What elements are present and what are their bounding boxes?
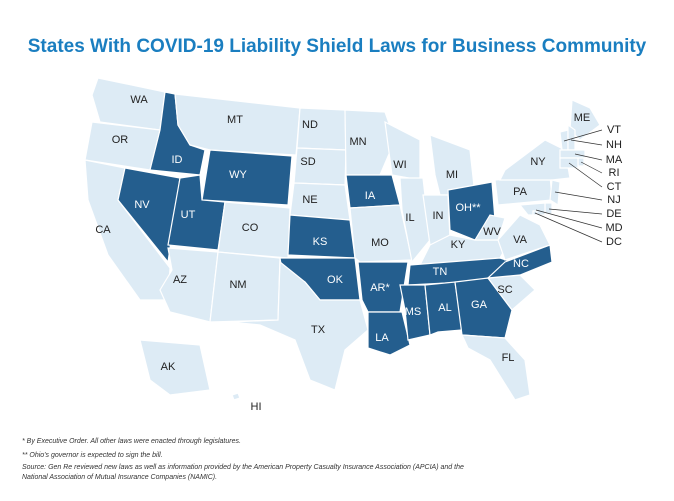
state-label: NV: [134, 199, 150, 211]
state-label: MA: [606, 154, 623, 166]
state-label: NY: [530, 156, 546, 168]
state-label: AL: [438, 302, 451, 314]
state-label: AZ: [173, 274, 187, 286]
state-label: WA: [130, 94, 148, 106]
state-label: ND: [302, 119, 318, 131]
leader-line: [548, 208, 603, 215]
state-label: CA: [95, 224, 111, 236]
source-note: National Association of Mutual Insurance…: [22, 474, 217, 481]
state-shape: [229, 260, 369, 391]
state-label: ME: [574, 112, 591, 124]
state-label: KS: [313, 236, 328, 248]
source-note: Source: Gen Re reviewed new laws as well…: [22, 464, 464, 471]
state-label: LA: [375, 332, 389, 344]
state-label: IA: [365, 190, 376, 202]
state-label: VT: [607, 124, 621, 136]
leader-line: [554, 191, 603, 201]
state-shape: [139, 339, 211, 396]
state-label: NM: [229, 279, 246, 291]
state-label: WI: [393, 159, 406, 171]
state-label: SD: [300, 156, 315, 168]
state-shape: [231, 392, 241, 401]
state-label: MS: [405, 306, 422, 318]
map-title: States With COVID-19 Liability Shield La…: [28, 36, 647, 57]
state-label: SC: [497, 284, 512, 296]
leader-line: [574, 153, 603, 161]
state-label: AK: [161, 361, 176, 373]
state-shape: [349, 204, 413, 263]
leader-line: [570, 139, 603, 146]
state-label: ID: [172, 154, 183, 166]
leader-line: [580, 161, 603, 174]
state-shape: [499, 139, 571, 181]
state-shape: [518, 202, 546, 216]
state-label: CO: [242, 222, 259, 234]
state-label: CT: [607, 181, 622, 193]
state-label: WY: [229, 169, 247, 181]
state-shape: [544, 202, 553, 215]
leader-line: [563, 129, 603, 142]
state-label: MN: [349, 136, 366, 148]
state-label: IN: [433, 210, 444, 222]
footnote: ** Ohio's governor is expected to sign t…: [22, 452, 163, 459]
state-label: UT: [181, 209, 196, 221]
state-label: MO: [371, 237, 389, 249]
state-label: MI: [446, 169, 458, 181]
state-label: PA: [513, 186, 528, 198]
state-label: MT: [227, 114, 243, 126]
state-shape: [567, 123, 576, 151]
state-label: OH**: [455, 202, 481, 214]
state-label: HI: [251, 401, 262, 413]
state-shape: [91, 77, 166, 131]
leader-line: [568, 162, 603, 188]
state-label: GA: [471, 299, 488, 311]
state-shape: [201, 149, 293, 206]
state-label: OK: [327, 274, 344, 286]
state-shape: [473, 214, 506, 241]
state-shape: [117, 167, 181, 264]
state-shape: [367, 311, 411, 356]
state-shape: [399, 177, 431, 264]
state-shape: [454, 277, 513, 339]
state-label: NJ: [607, 194, 620, 206]
leader-line: [535, 209, 603, 229]
state-label: OR: [112, 134, 129, 146]
state-label: VA: [513, 234, 528, 246]
state-label: FL: [502, 352, 515, 364]
state-label: NE: [302, 194, 317, 206]
state-shape: [559, 149, 586, 159]
state-label: NH: [606, 139, 622, 151]
state-label: NC: [513, 258, 529, 270]
state-shape: [384, 120, 421, 181]
state-label: WV: [483, 226, 501, 238]
state-shape: [424, 281, 463, 336]
state-shape: [497, 214, 551, 261]
state-shape: [289, 182, 351, 221]
state-label: TX: [311, 324, 326, 336]
state-label: DC: [606, 236, 622, 248]
state-label: KY: [451, 239, 466, 251]
state-label: AR*: [370, 282, 390, 294]
state-shape: [569, 99, 601, 141]
state-shape: [461, 334, 531, 401]
state-shape: [399, 284, 431, 341]
state-label: IL: [405, 212, 414, 224]
leader-line: [534, 212, 603, 243]
state-shape: [344, 109, 396, 176]
state-label: MD: [605, 222, 622, 234]
state-label: DE: [606, 208, 621, 220]
footnote: * By Executive Order. All other laws wer…: [22, 438, 241, 445]
state-label: TN: [433, 266, 448, 278]
state-shape: [549, 179, 561, 207]
state-label: RI: [609, 167, 620, 179]
